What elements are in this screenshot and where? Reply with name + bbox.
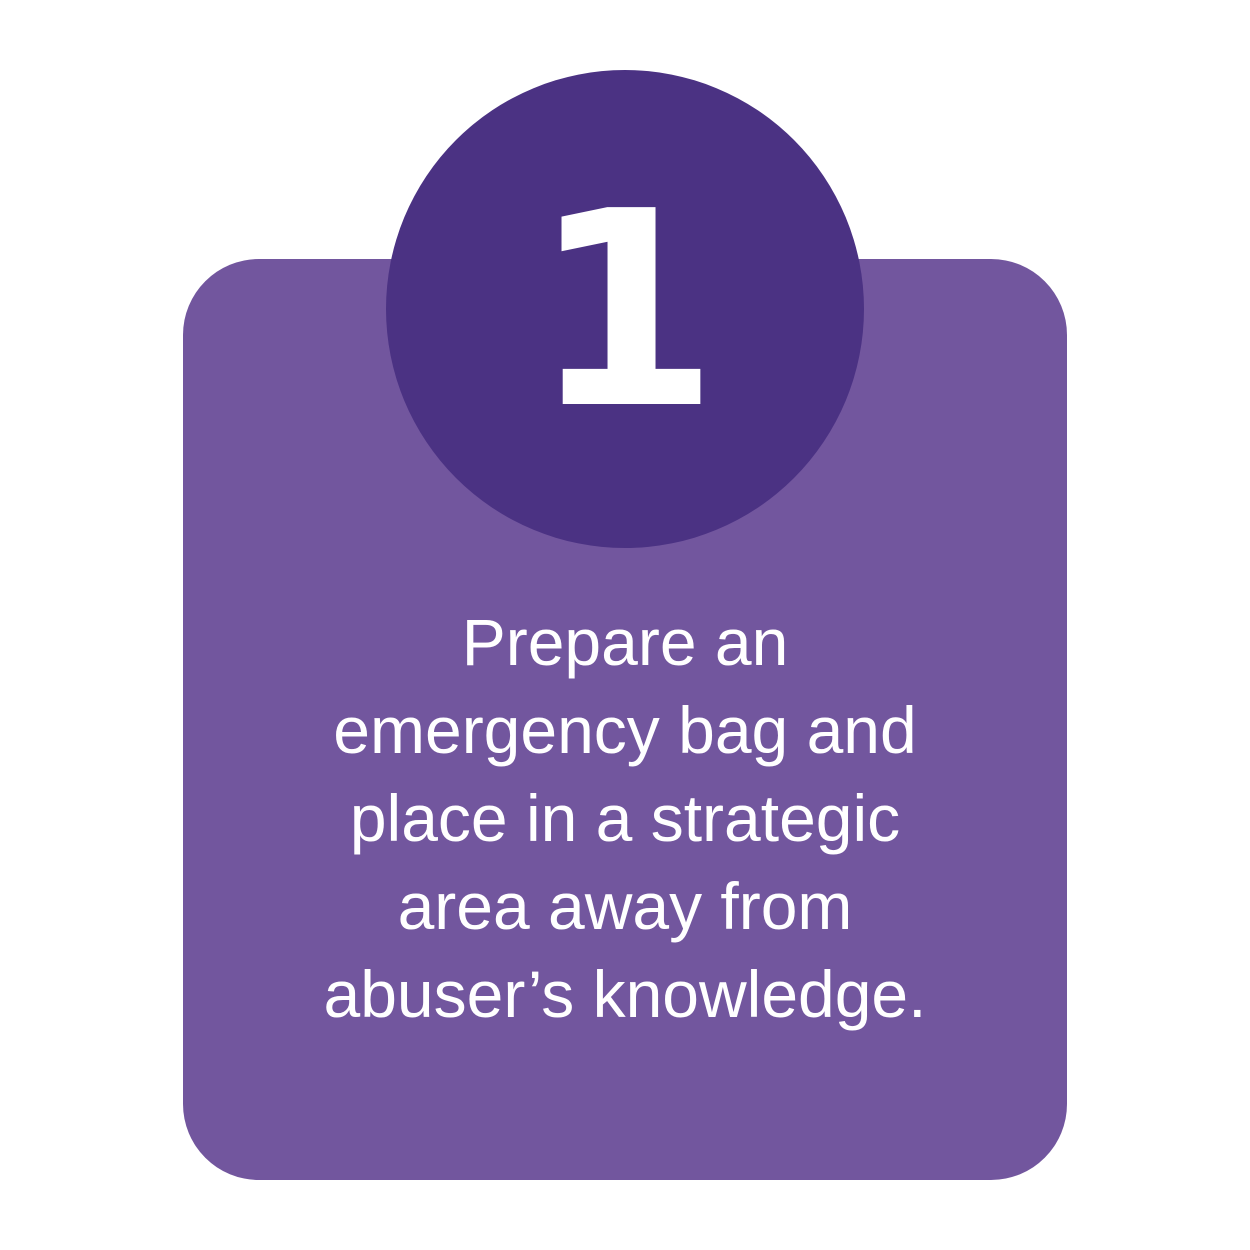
step-description-line: area away from xyxy=(397,869,853,943)
step-description-line: emergency bag and xyxy=(333,693,917,767)
step-description-line: Prepare an xyxy=(461,605,789,679)
step-number-badge: 1 xyxy=(386,70,864,548)
step-description-line: abuser’s knowledge. xyxy=(323,957,927,1031)
step-description-line: place in a strategic xyxy=(349,781,901,855)
step-description: Prepare an emergency bag and place in a … xyxy=(183,598,1067,1038)
step-number: 1 xyxy=(531,153,719,468)
